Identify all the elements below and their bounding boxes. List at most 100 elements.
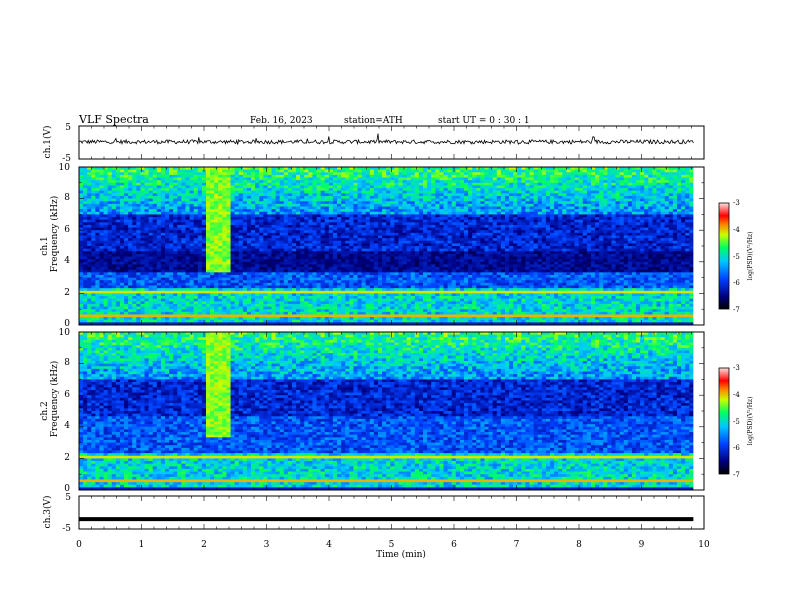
- spectrogram-cell: [145, 309, 150, 312]
- spectrogram-cell: [83, 307, 88, 310]
- spectrogram-cell: [206, 199, 211, 202]
- spectrogram-cell: [214, 304, 219, 307]
- spectrogram-cell: [108, 299, 113, 302]
- spectrogram-cell: [132, 199, 137, 202]
- spectrogram-cell: [173, 228, 178, 231]
- spectrogram-cell: [83, 188, 88, 191]
- spectrogram-cell: [190, 235, 195, 238]
- spectrogram-cell: [83, 207, 88, 210]
- spectrogram-cell: [132, 225, 137, 228]
- spectrogram-cell: [157, 259, 162, 262]
- spectrogram-cell: [218, 241, 223, 244]
- spectrogram-cell: [169, 307, 174, 310]
- spectrogram-cell: [79, 222, 84, 225]
- spectrogram-cell: [198, 275, 203, 278]
- spectrogram-cell: [181, 170, 186, 173]
- spectrogram-cell: [210, 228, 215, 231]
- spectrogram-cell: [173, 196, 178, 199]
- spectrogram-cell: [214, 180, 219, 183]
- spectrogram-cell: [153, 225, 158, 228]
- spectrogram-cell: [91, 280, 96, 283]
- spectrogram-cell: [161, 296, 166, 299]
- spectrogram-cell: [140, 270, 145, 273]
- spectrogram-cell: [91, 278, 96, 281]
- spectrogram-cell: [120, 299, 125, 302]
- spectrogram-cell: [95, 270, 100, 273]
- spectrogram-cell: [194, 225, 199, 228]
- spectrogram-cell: [214, 233, 219, 236]
- spectrogram-cell: [169, 249, 174, 252]
- spectrogram-cell: [108, 275, 113, 278]
- spectrogram-cell: [157, 262, 162, 265]
- spectrogram-cell: [91, 254, 96, 257]
- spectrogram-cell: [149, 196, 154, 199]
- spectrogram-cell: [194, 201, 199, 204]
- spectrogram-cell: [210, 191, 215, 194]
- spectrogram-cell: [173, 233, 178, 236]
- spectrogram-cell: [231, 230, 236, 233]
- spectrogram-cell: [194, 275, 199, 278]
- spectrogram-cell: [231, 264, 236, 267]
- spectrogram-cell: [112, 312, 117, 315]
- spectrogram-cell: [124, 286, 129, 289]
- spectrogram-cell: [87, 262, 92, 265]
- spectrogram-cell: [132, 307, 137, 310]
- spectrogram-cell: [149, 199, 154, 202]
- spectrogram-cell: [124, 172, 129, 175]
- spectrogram-cell: [190, 275, 195, 278]
- spectrogram-cell: [95, 259, 100, 262]
- spectrogram-cell: [198, 251, 203, 254]
- spectrogram-cell: [91, 312, 96, 315]
- spectrogram-cell: [190, 201, 195, 204]
- spectrogram-cell: [83, 230, 88, 233]
- spectrogram-cell: [181, 214, 186, 217]
- spectrogram-cell: [206, 175, 211, 178]
- spectrogram-cell: [112, 249, 117, 252]
- spectrogram-cell: [120, 188, 125, 191]
- spectrogram-cell: [124, 288, 129, 291]
- spectrogram-cell: [218, 286, 223, 289]
- spectrogram-cell: [124, 214, 129, 217]
- spectrogram-cell: [161, 270, 166, 273]
- spectrogram-cell: [87, 185, 92, 188]
- spectrogram-cell: [173, 201, 178, 204]
- spectrogram-cell: [108, 228, 113, 231]
- spectrogram-cell: [149, 188, 154, 191]
- spectrogram-cell: [95, 235, 100, 238]
- spectrogram-cell: [190, 228, 195, 231]
- spectrogram-cell: [87, 172, 92, 175]
- spectrogram-cell: [145, 246, 150, 249]
- spectrogram-cell: [116, 204, 121, 207]
- spectrogram-cell: [190, 286, 195, 289]
- spectrogram-cell: [161, 283, 166, 286]
- spectrogram-cell: [99, 288, 104, 291]
- spectrogram-cell: [181, 196, 186, 199]
- spectrogram-cell: [202, 199, 207, 202]
- spectrogram-cell: [116, 238, 121, 241]
- spectrogram-cell: [116, 254, 121, 257]
- spectrogram-cell: [206, 283, 211, 286]
- spectrogram-cell: [157, 228, 162, 231]
- spectrogram-cell: [198, 304, 203, 307]
- spectrogram-cell: [173, 262, 178, 265]
- spectrogram-cell: [128, 207, 133, 210]
- spectrogram-cell: [140, 275, 145, 278]
- spectrogram-cell: [190, 212, 195, 215]
- spectrogram-cell: [218, 233, 223, 236]
- spectrogram-cell: [185, 251, 190, 254]
- spectrogram-cell: [149, 278, 154, 281]
- spectrogram-cell: [79, 309, 84, 312]
- spectrogram-cell: [214, 257, 219, 260]
- spectrogram-cell: [181, 320, 186, 323]
- spectrogram-cell: [136, 175, 141, 178]
- spectrogram-cell: [120, 235, 125, 238]
- spectrogram-cell: [128, 196, 133, 199]
- spectrogram-cell: [181, 225, 186, 228]
- spectrogram-cell: [108, 170, 113, 173]
- spectrogram-cell: [140, 220, 145, 223]
- spectrogram-cell: [153, 204, 158, 207]
- spectrogram-cell: [149, 230, 154, 233]
- spectrogram-cell: [145, 170, 150, 173]
- spectrogram-cell: [128, 299, 133, 302]
- spectrogram-cell: [99, 178, 104, 181]
